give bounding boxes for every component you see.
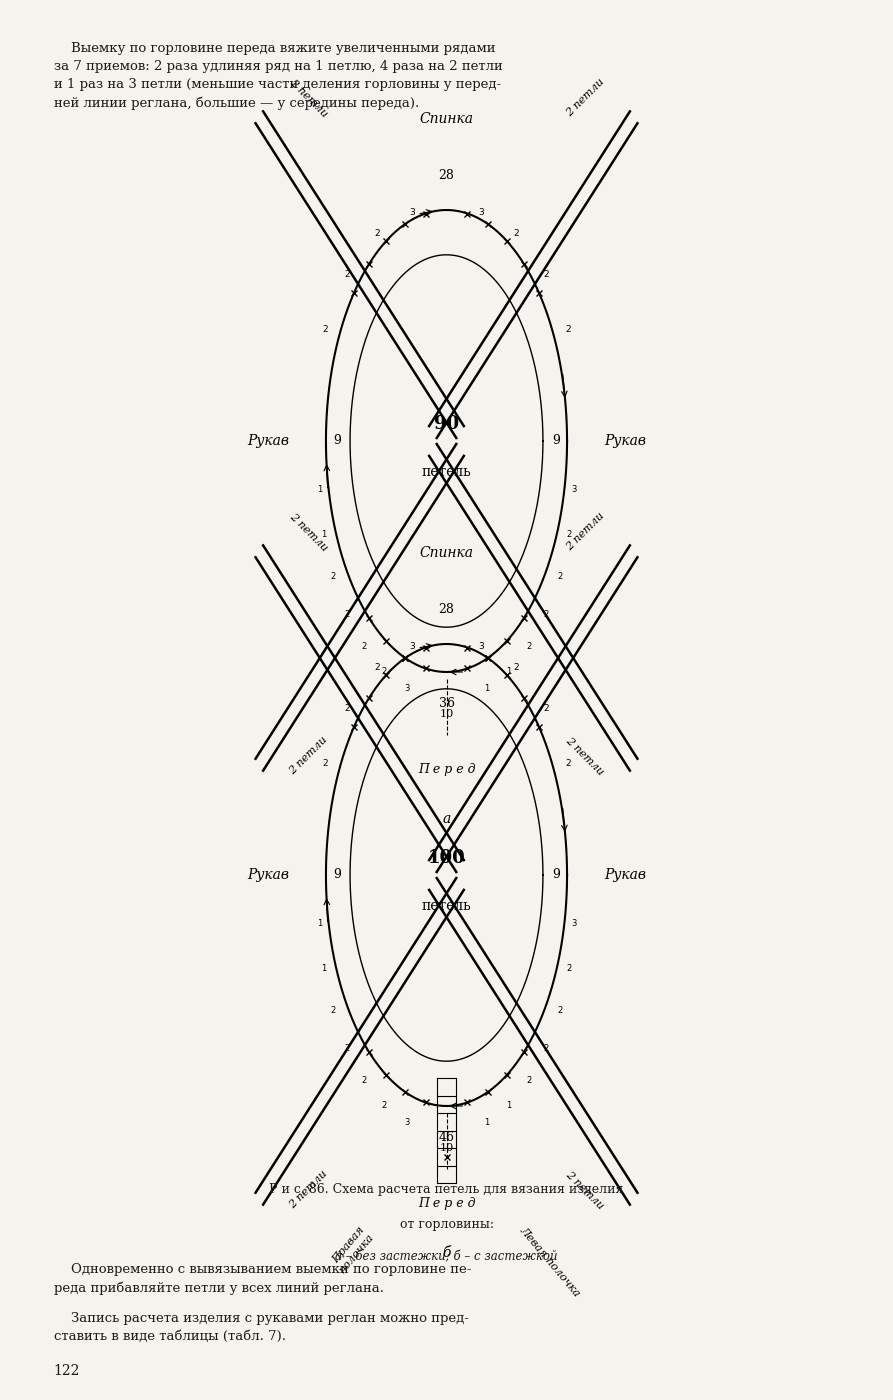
Text: 2: 2 — [374, 230, 380, 238]
Text: от горловины:: от горловины: — [399, 1218, 494, 1231]
Text: петель: петель — [421, 899, 472, 913]
Text: 2: 2 — [543, 270, 549, 279]
Text: Рукав: Рукав — [604, 868, 647, 882]
Text: 3: 3 — [571, 918, 576, 928]
Text: Выемку по горловине переда вяжите увеличенными рядами
за 7 приемов: 2 раза удлин: Выемку по горловине переда вяжите увелич… — [54, 42, 503, 109]
Text: 3: 3 — [404, 685, 409, 693]
Text: 2: 2 — [344, 704, 350, 713]
Text: 90: 90 — [434, 416, 459, 433]
Text: петель: петель — [421, 465, 472, 479]
Text: 2: 2 — [566, 529, 572, 539]
Text: Правая
полочка: Правая полочка — [328, 1225, 375, 1275]
Text: 2: 2 — [381, 668, 387, 676]
Text: 2: 2 — [543, 610, 548, 619]
Text: Рукав: Рукав — [604, 434, 647, 448]
Text: 2 петли: 2 петли — [564, 1169, 605, 1211]
Text: 1: 1 — [321, 963, 327, 973]
Text: 100: 100 — [428, 850, 465, 867]
Text: 2: 2 — [362, 643, 367, 651]
Text: 2: 2 — [321, 325, 328, 335]
Text: а – без застежки; б – с застежкой: а – без застежки; б – с застежкой — [335, 1250, 558, 1263]
Text: 3: 3 — [571, 484, 576, 494]
Text: 2: 2 — [381, 1102, 387, 1110]
Text: 2 петли: 2 петли — [288, 735, 329, 777]
Text: 2: 2 — [321, 759, 328, 769]
Text: Одновременно с вывязыванием выемки по горловине пе-
реда прибавляйте петли у все: Одновременно с вывязыванием выемки по го… — [54, 1263, 471, 1295]
Text: 2: 2 — [557, 573, 562, 581]
Text: а: а — [442, 812, 451, 826]
Text: Р и с. 86. Схема расчета петель для вязания изделия: Р и с. 86. Схема расчета петель для вяза… — [270, 1183, 623, 1196]
Text: 3: 3 — [409, 643, 415, 651]
Text: 2: 2 — [362, 1077, 367, 1085]
Text: б: б — [442, 1246, 451, 1260]
Text: 2: 2 — [345, 1044, 350, 1053]
Text: Спинка: Спинка — [420, 546, 473, 560]
Text: 3: 3 — [409, 209, 415, 217]
Text: 28: 28 — [438, 169, 455, 182]
Text: 1: 1 — [317, 484, 322, 494]
Text: 2 петли: 2 петли — [288, 1169, 329, 1211]
Text: 2: 2 — [345, 610, 350, 619]
Text: 2: 2 — [374, 664, 380, 672]
Text: 2: 2 — [513, 230, 519, 238]
Text: 1: 1 — [484, 1119, 489, 1127]
Text: 1: 1 — [506, 1102, 512, 1110]
Text: 10: 10 — [439, 1142, 454, 1154]
Text: 2: 2 — [543, 704, 549, 713]
Text: Запись расчета изделия с рукавами реглан можно пред-
ставить в виде таблицы (таб: Запись расчета изделия с рукавами реглан… — [54, 1312, 469, 1343]
Text: 3: 3 — [478, 209, 484, 217]
Text: 9: 9 — [333, 434, 341, 448]
Text: 2: 2 — [344, 270, 350, 279]
Text: 2: 2 — [331, 1007, 336, 1015]
Text: 2 петли: 2 петли — [564, 511, 605, 553]
Text: 2: 2 — [526, 1077, 531, 1085]
Text: 1: 1 — [321, 529, 327, 539]
Text: 9: 9 — [552, 868, 560, 882]
Text: 10: 10 — [439, 708, 454, 720]
Text: 2: 2 — [513, 664, 519, 672]
Text: 3: 3 — [478, 643, 484, 651]
Text: 28: 28 — [438, 603, 455, 616]
Text: Спинка: Спинка — [420, 112, 473, 126]
Text: Левая полочка: Левая полочка — [518, 1225, 582, 1299]
Text: 2: 2 — [565, 759, 572, 769]
Text: 9: 9 — [333, 868, 341, 882]
Text: 2: 2 — [565, 325, 572, 335]
Text: Рукав: Рукав — [246, 868, 289, 882]
Text: 2: 2 — [557, 1007, 562, 1015]
Text: 36: 36 — [438, 697, 455, 710]
Text: Рукав: Рукав — [246, 434, 289, 448]
Text: 46: 46 — [438, 1131, 455, 1144]
Text: 2 петли: 2 петли — [564, 77, 605, 119]
Text: 9: 9 — [552, 434, 560, 448]
Text: П е р е д: П е р е д — [418, 1197, 475, 1210]
Text: 1: 1 — [484, 685, 489, 693]
Text: 2: 2 — [331, 573, 336, 581]
Text: 2 петли: 2 петли — [288, 511, 329, 553]
Text: 3: 3 — [404, 1119, 409, 1127]
Text: 2: 2 — [566, 963, 572, 973]
Text: 2: 2 — [543, 1044, 548, 1053]
Text: П е р е д: П е р е д — [418, 763, 475, 776]
Text: 2 петли: 2 петли — [288, 77, 329, 119]
Text: 2 петли: 2 петли — [564, 735, 605, 777]
Text: 1: 1 — [506, 668, 512, 676]
Text: 1: 1 — [317, 918, 322, 928]
Text: 122: 122 — [54, 1364, 80, 1378]
Text: 2: 2 — [526, 643, 531, 651]
